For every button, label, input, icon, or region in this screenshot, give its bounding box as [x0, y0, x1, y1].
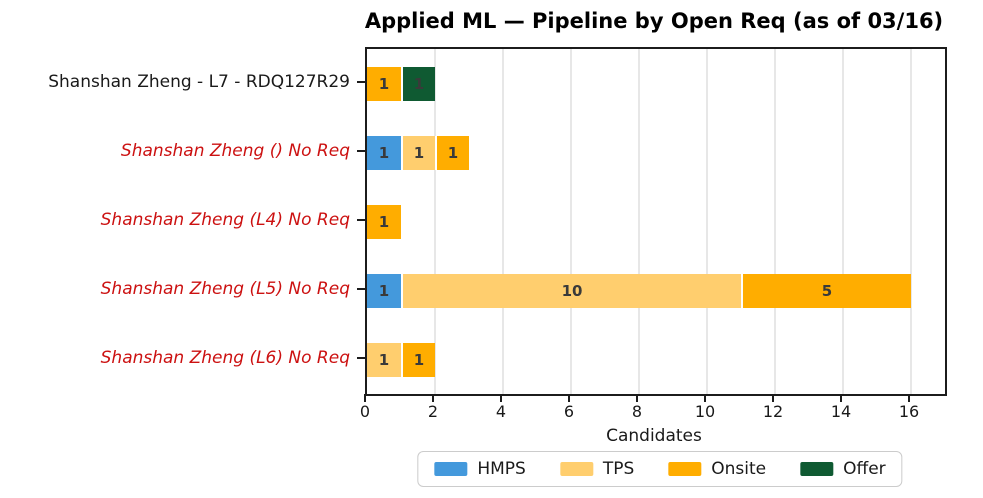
legend-swatch-tps [559, 462, 593, 476]
legend-item-hmps: HMPS [434, 459, 526, 479]
x-tick-label: 0 [359, 402, 371, 421]
gridline [842, 49, 844, 394]
x-tick-label: 2 [427, 402, 439, 421]
bar-value-label: 1 [378, 281, 390, 300]
plot-area: 1 1 1 1 1 1 1 10 5 1 1 [365, 47, 947, 396]
legend-item-offer: Offer [800, 459, 886, 479]
x-axis-tick [704, 394, 706, 402]
bar-segment-tps: 10 [401, 273, 741, 308]
gridline [706, 49, 708, 394]
chart-title: Applied ML — Pipeline by Open Req (as of… [364, 9, 944, 33]
legend-label: Onsite [711, 459, 767, 479]
y-axis-label: Shanshan Zheng () No Req [120, 140, 350, 161]
bar-row: 1 1 1 [367, 135, 945, 170]
legend-item-onsite: Onsite [668, 459, 766, 479]
y-axis-tick [357, 149, 365, 152]
x-axis-title: Candidates [606, 426, 702, 446]
bar-value-label: 5 [821, 281, 833, 300]
legend: HMPS TPS Onsite Offer [417, 451, 903, 487]
x-axis-tick [364, 394, 366, 402]
x-axis-tick [908, 394, 910, 402]
bar-segment-tps: 1 [367, 342, 401, 377]
bar-segment-onsite: 1 [401, 342, 435, 377]
bar-value-label: 1 [413, 143, 425, 162]
bar-value-label: 1 [413, 74, 425, 93]
x-tick-label: 4 [495, 402, 507, 421]
bar-value-label: 1 [378, 74, 390, 93]
bar-segment-offer: 1 [401, 66, 435, 101]
bar-segment-tps: 1 [401, 135, 435, 170]
legend-label: TPS [602, 459, 635, 479]
bar-value-label: 10 [561, 281, 583, 300]
y-axis-tick [357, 287, 365, 290]
y-axis-tick [357, 218, 365, 221]
x-axis-tick [432, 394, 434, 402]
x-tick-label: 16 [898, 402, 920, 421]
x-axis-tick [636, 394, 638, 402]
y-axis-tick [357, 356, 365, 359]
bar-segment-onsite: 1 [367, 66, 401, 101]
y-axis-label: Shanshan Zheng (L6) No Req [100, 347, 350, 368]
y-axis-label: Shanshan Zheng - L7 - RDQ127R29 [48, 71, 350, 92]
gridline [502, 49, 504, 394]
bar-row: 1 [367, 204, 945, 239]
bar-value-label: 1 [447, 143, 459, 162]
y-axis-tick [357, 80, 365, 83]
x-axis-tick [500, 394, 502, 402]
x-tick-label: 14 [830, 402, 852, 421]
bar-segment-onsite: 1 [367, 204, 401, 239]
x-axis-tick [568, 394, 570, 402]
gridline [570, 49, 572, 394]
legend-swatch-hmps [434, 462, 468, 476]
bar-segment-onsite: 5 [741, 273, 911, 308]
bar-segment-hmps: 1 [367, 273, 401, 308]
gridline [774, 49, 776, 394]
y-axis-label: Shanshan Zheng (L4) No Req [100, 209, 350, 230]
x-axis-tick [772, 394, 774, 402]
bar-segment-hmps: 1 [367, 135, 401, 170]
legend-swatch-onsite [668, 462, 702, 476]
y-axis-label: Shanshan Zheng (L5) No Req [100, 278, 350, 299]
legend-swatch-offer [800, 462, 834, 476]
legend-label: Offer [843, 459, 886, 479]
legend-item-tps: TPS [559, 459, 635, 479]
gridline [910, 49, 912, 394]
x-tick-label: 12 [762, 402, 784, 421]
bar-value-label: 1 [378, 212, 390, 231]
bar-segment-onsite: 1 [435, 135, 469, 170]
bar-value-label: 1 [378, 143, 390, 162]
gridline [434, 49, 436, 394]
x-tick-label: 8 [631, 402, 643, 421]
x-tick-label: 10 [694, 402, 716, 421]
x-tick-label: 6 [563, 402, 575, 421]
legend-label: HMPS [477, 459, 526, 479]
gridline [638, 49, 640, 394]
bar-value-label: 1 [378, 350, 390, 369]
x-axis-tick [840, 394, 842, 402]
bar-value-label: 1 [413, 350, 425, 369]
bar-row: 1 10 5 [367, 273, 945, 308]
